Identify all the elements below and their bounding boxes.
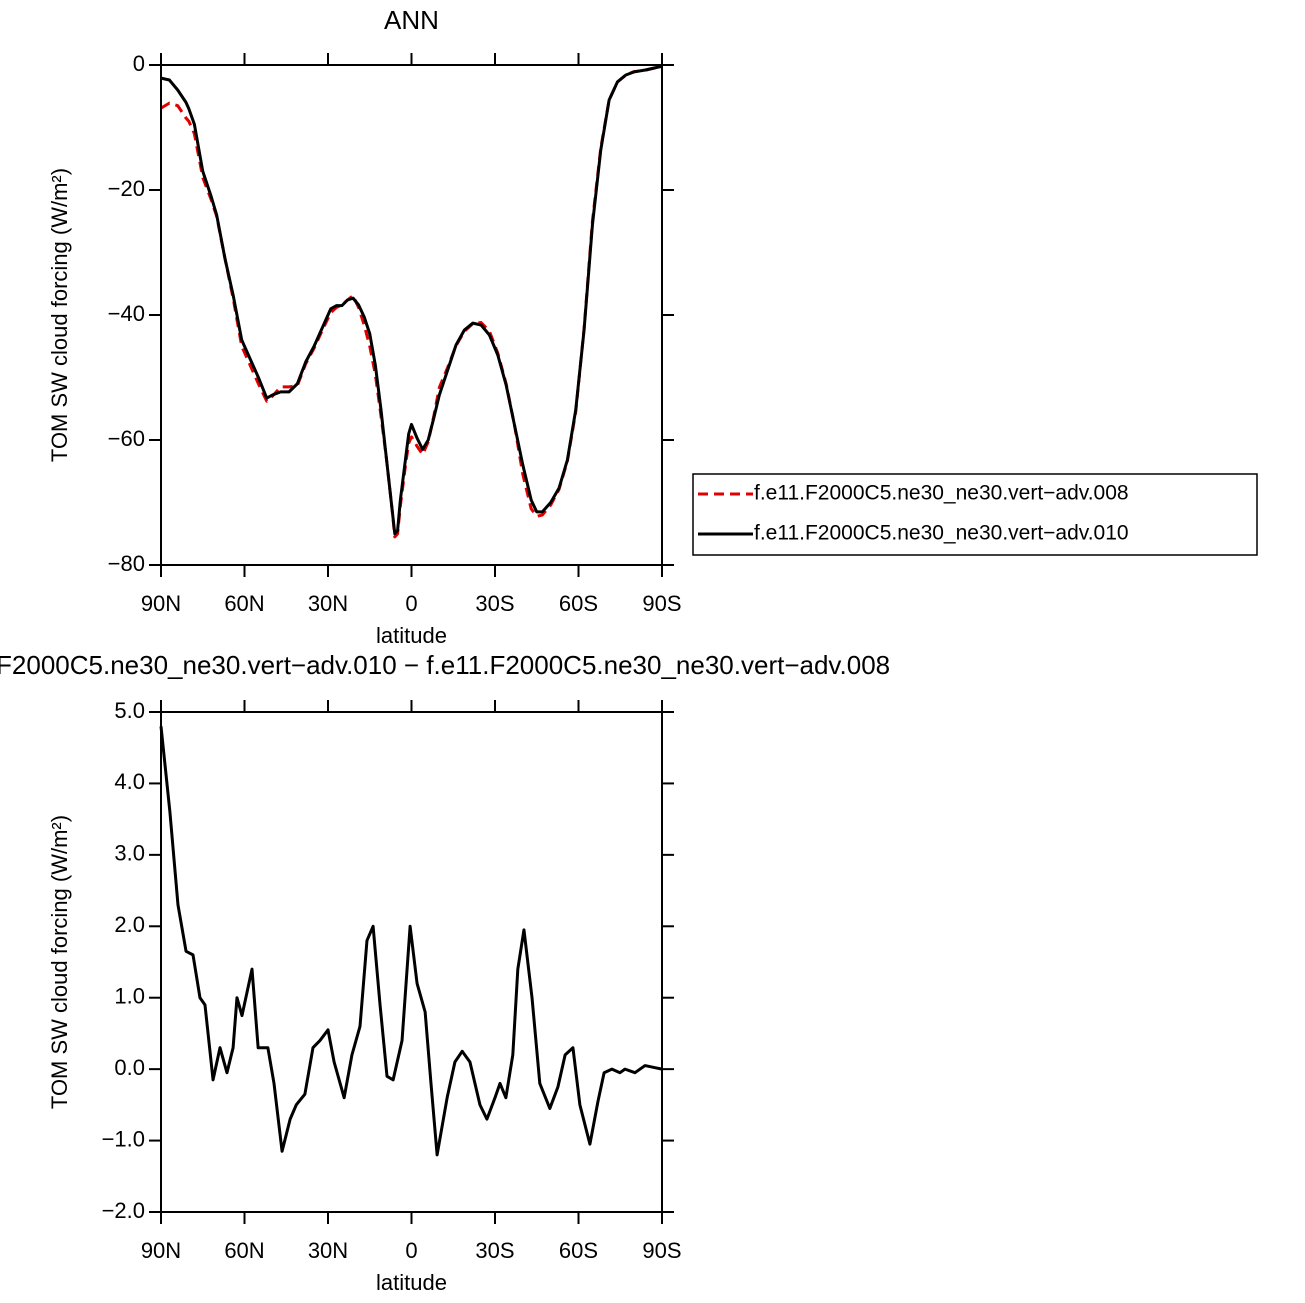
x-tick-label: 0 (405, 1238, 417, 1263)
plot-frame (160, 64, 663, 566)
y-tick-label: −40 (108, 301, 145, 326)
y-tick-label: −60 (108, 426, 145, 451)
y-tick-label: 2.0 (114, 912, 145, 937)
chart-title: ANN (384, 5, 439, 35)
y-tick-label: 5.0 (114, 698, 145, 723)
y-axis-label: TOM SW cloud forcing (W/m²) (47, 815, 72, 1109)
x-tick-label: 60S (559, 1238, 598, 1263)
x-tick-label: 30S (475, 591, 514, 616)
x-tick-label: 60N (224, 1238, 264, 1263)
plot-frame (160, 711, 663, 1213)
x-tick-label: 30N (308, 591, 348, 616)
x-tick-label: 30N (308, 1238, 348, 1263)
x-axis-label: latitude (376, 1270, 447, 1295)
x-tick-label: 30S (475, 1238, 514, 1263)
y-tick-label: −80 (108, 551, 145, 576)
x-tick-label: 90S (642, 1238, 681, 1263)
y-tick-label: 0 (133, 51, 145, 76)
x-tick-label: 90S (642, 591, 681, 616)
x-tick-label: 90N (141, 591, 181, 616)
y-tick-label: 4.0 (114, 769, 145, 794)
legend-label: f.e11.F2000C5.ne30_ne30.vert−adv.008 (754, 482, 1129, 505)
y-tick-label: −2.0 (102, 1198, 145, 1223)
y-axis-label: TOM SW cloud forcing (W/m²) (47, 168, 72, 462)
x-tick-label: 60S (559, 591, 598, 616)
y-tick-label: 3.0 (114, 841, 145, 866)
y-tick-label: 0.0 (114, 1055, 145, 1080)
y-tick-label: −20 (108, 176, 145, 201)
legend-box (692, 473, 1258, 556)
chart-title: f.e11.F2000C5.ne30_ne30.vert−adv.010 − f… (0, 650, 890, 680)
y-tick-label: 1.0 (114, 984, 145, 1009)
line-series (160, 64, 663, 536)
y-tick-label: −1.0 (102, 1126, 145, 1151)
x-tick-label: 90N (141, 1238, 181, 1263)
line-series (159, 726, 663, 1157)
x-axis-label: latitude (376, 623, 447, 648)
x-tick-label: 0 (405, 591, 417, 616)
legend-label: f.e11.F2000C5.ne30_ne30.vert−adv.010 (754, 522, 1129, 545)
x-tick-label: 60N (224, 591, 264, 616)
